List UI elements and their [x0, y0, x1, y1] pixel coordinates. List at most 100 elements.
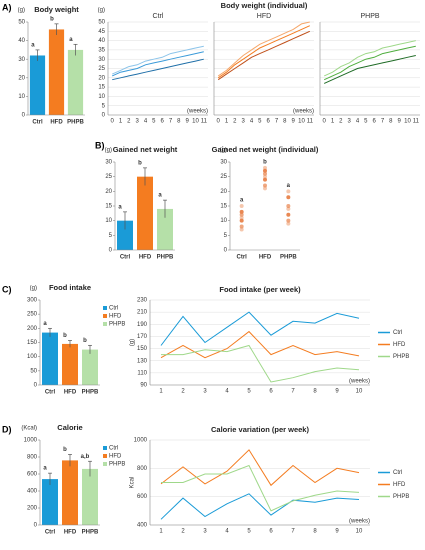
panel-label: A): [2, 2, 12, 12]
x-tick-label: 6: [266, 119, 270, 125]
x-axis-label: (weeks): [187, 109, 208, 115]
significance-label: b: [63, 333, 67, 339]
point: [263, 186, 267, 191]
point: [263, 174, 267, 179]
legend-label: Ctrl: [393, 330, 402, 336]
point: [286, 218, 291, 223]
x-tick-label: 2: [181, 529, 185, 535]
x-tick-label: 9: [185, 119, 189, 125]
x-tick-label: 10: [298, 119, 305, 125]
point: [239, 204, 244, 208]
y-tick-label: 5: [224, 233, 228, 239]
chart-title: Gained net weight: [113, 145, 178, 154]
y-axis-label: (g): [18, 8, 25, 14]
x-tick-label: 5: [152, 119, 156, 125]
y-axis-label: (g): [98, 8, 105, 14]
x-tick-label: 2: [127, 119, 131, 125]
point: [239, 218, 244, 223]
x-tick-label: PHPB: [82, 390, 99, 396]
y-tick-label: 15: [98, 85, 105, 91]
x-tick-label: PHPB: [280, 255, 297, 261]
y-tick-label: 35: [98, 47, 105, 53]
y-tick-label: 1000: [134, 438, 148, 444]
x-tick-label: 0: [110, 119, 114, 125]
bar: [157, 208, 173, 250]
series-line: [160, 330, 360, 359]
y-tick-label: 0: [109, 248, 113, 254]
x-tick-label: 4: [250, 119, 254, 125]
legend-swatch: [103, 314, 107, 318]
x-tick-label: 8: [313, 389, 317, 395]
y-tick-label: 400: [137, 523, 148, 529]
bar: [62, 460, 78, 525]
significance-label: a: [240, 198, 244, 204]
bar: [67, 49, 84, 115]
y-tick-label: 10: [18, 94, 25, 100]
point: [263, 171, 267, 176]
x-tick-label: Ctrl: [45, 530, 56, 536]
y-tick-label: 800: [27, 455, 38, 461]
legend-swatch: [103, 454, 107, 458]
legend-swatch: [103, 306, 107, 310]
series-line: [217, 30, 311, 81]
y-tick-label: 600: [137, 494, 148, 500]
y-tick-label: 0: [34, 523, 38, 529]
x-tick-label: 4: [225, 529, 229, 535]
y-tick-label: 150: [27, 340, 38, 346]
x-tick-label: 10: [192, 119, 199, 125]
point: [239, 227, 244, 232]
y-tick-label: 40: [18, 38, 25, 44]
legend-label: Ctrl: [109, 446, 118, 452]
point: [286, 206, 291, 211]
x-tick-label: 9: [291, 119, 295, 125]
y-tick-label: 400: [27, 489, 38, 495]
y-tick-label: 200: [27, 326, 38, 332]
point: [286, 221, 291, 226]
x-tick-label: 1: [119, 119, 123, 125]
y-tick-label: 200: [27, 506, 38, 512]
significance-label: a: [69, 37, 73, 43]
legend-label: PHPB: [109, 462, 125, 468]
y-tick-label: 45: [98, 29, 105, 35]
x-tick-label: HFD: [64, 390, 77, 396]
series-line: [160, 449, 360, 487]
significance-label: b: [63, 447, 67, 453]
significance-label: b: [138, 160, 142, 166]
legend-label: HFD: [393, 342, 406, 348]
bar: [29, 55, 46, 115]
legend-label: HFD: [109, 314, 122, 320]
y-axis-label: (g): [220, 148, 227, 154]
y-tick-label: 100: [27, 354, 38, 360]
significance-label: a: [43, 466, 47, 472]
x-tick-label: 6: [372, 119, 376, 125]
x-tick-label: 0: [216, 119, 220, 125]
chart-title: Food intake (per week): [219, 285, 301, 294]
x-tick-label: 5: [258, 119, 262, 125]
panel-label: C): [2, 284, 12, 294]
x-tick-label: PHPB: [67, 120, 84, 126]
x-tick-label: 4: [225, 389, 229, 395]
x-tick-label: 1: [159, 529, 163, 535]
y-tick-label: 20: [98, 75, 105, 81]
y-tick-label: 10: [220, 218, 227, 224]
x-tick-label: 3: [203, 529, 207, 535]
series-line: [323, 45, 416, 81]
significance-label: a: [287, 183, 291, 189]
x-tick-label: 11: [307, 119, 314, 125]
y-tick-label: 40: [98, 38, 105, 44]
point: [263, 168, 267, 173]
x-tick-label: 3: [203, 389, 207, 395]
significance-label: a: [43, 321, 47, 327]
y-axis-label: (Kcal): [21, 426, 37, 432]
x-tick-label: 7: [381, 119, 385, 125]
x-tick-label: Ctrl: [32, 120, 43, 126]
y-tick-label: 1000: [24, 438, 38, 444]
y-tick-label: 10: [98, 94, 105, 100]
bar: [82, 349, 98, 385]
bar: [48, 29, 65, 115]
x-tick-label: 9: [397, 119, 401, 125]
x-tick-label: 11: [201, 119, 208, 125]
x-tick-label: HFD: [139, 255, 152, 261]
x-tick-label: 5: [247, 389, 251, 395]
y-tick-label: 0: [102, 113, 106, 119]
